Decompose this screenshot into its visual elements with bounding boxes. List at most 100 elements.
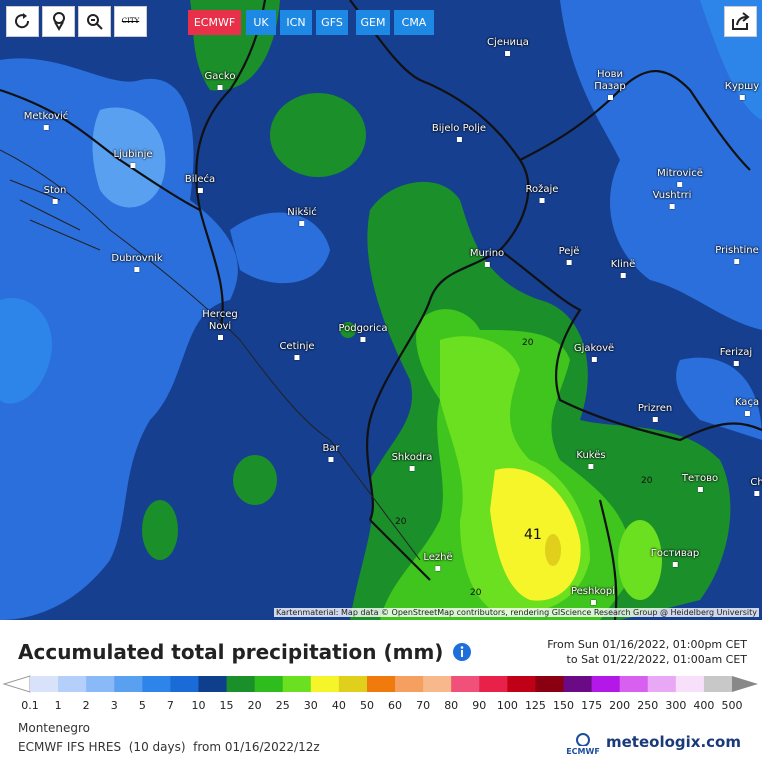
scale-label: 175	[581, 699, 603, 712]
scale-swatch	[170, 676, 199, 692]
scale-arrow-left	[2, 675, 31, 693]
scale-swatch	[226, 676, 256, 692]
city-button[interactable]: CITY	[114, 6, 147, 37]
scale-swatch	[310, 676, 340, 692]
scale-label: 150	[553, 699, 575, 712]
scale-label: 500	[721, 699, 743, 712]
city-label: Kaça	[735, 397, 759, 416]
city-label: Нови Пазар	[580, 69, 640, 100]
city-label: Ston	[44, 185, 67, 204]
ecmwf-text: ECMWF	[566, 747, 600, 756]
model-button[interactable]: ICN	[280, 10, 312, 35]
scale-label: 5	[138, 699, 146, 712]
city-label: Podgorica	[338, 323, 387, 342]
contour-label: 20	[522, 338, 534, 348]
city-label: Гостивар	[651, 548, 699, 567]
scale-label: 70	[416, 699, 431, 712]
city-label: Nikšić	[287, 207, 317, 226]
city-label: Bar	[322, 443, 339, 462]
city-label: Bileća	[185, 174, 215, 193]
scale-swatch	[395, 676, 424, 692]
time-range: From Sun 01/16/2022, 01:00pm CET to Sat 0…	[547, 637, 747, 667]
city-label: Prishtine	[715, 245, 758, 264]
contour-label: 20	[395, 517, 407, 527]
scale-swatch	[254, 676, 284, 692]
city-label: Gjakovë	[574, 343, 614, 362]
city-label: Ch	[750, 477, 762, 496]
city-label: Kukës	[576, 450, 605, 469]
scale-swatch	[142, 676, 171, 692]
scale-label: 1	[54, 699, 62, 712]
contour-label: 20	[641, 476, 653, 486]
from: From Sun 01/16/2022, 01:00pm CET	[547, 638, 747, 651]
city-label: Shkodra	[392, 452, 433, 471]
refresh-button[interactable]	[6, 6, 39, 37]
model-button[interactable]: UK	[246, 10, 276, 35]
city-label: Peshkopi	[571, 586, 615, 605]
scale-swatch	[619, 676, 649, 692]
info-icon[interactable]	[452, 642, 472, 662]
scale-label: 25	[275, 699, 290, 712]
model-button[interactable]: ECMWF	[188, 10, 241, 35]
scale-label: 3	[110, 699, 118, 712]
city-label: Lezhë	[423, 552, 452, 571]
city-label: Cetinje	[279, 341, 314, 360]
scale-label: 250	[637, 699, 659, 712]
scale-label: 60	[388, 699, 403, 712]
scale-swatch	[703, 676, 733, 692]
scale-swatch	[114, 676, 143, 692]
scale-label: 40	[331, 699, 346, 712]
scale-swatch	[30, 676, 59, 692]
model-run: ECMWF IFS HRES (10 days) from 01/16/2022…	[18, 740, 320, 754]
map[interactable]	[0, 0, 762, 620]
city-label: Herceg Novi	[190, 309, 250, 340]
scale-label: 2	[82, 699, 90, 712]
attribution: Kartenmaterial: Map data © OpenStreetMap…	[273, 608, 759, 617]
scale-label: 300	[665, 699, 687, 712]
scale-label: 125	[524, 699, 546, 712]
scale-swatch	[198, 676, 228, 692]
city-label: Ljubinje	[113, 149, 152, 168]
scale-label: 90	[472, 699, 487, 712]
scale-swatch	[423, 676, 452, 692]
city-label: Gacko	[205, 71, 236, 90]
city-label: Pejë	[559, 246, 580, 265]
model-button[interactable]: GEM	[356, 10, 390, 35]
location-button[interactable]	[42, 6, 75, 37]
city-label: Куршу	[725, 81, 759, 100]
scale-arrow-right	[732, 676, 758, 692]
scale-swatch	[479, 676, 508, 692]
max-label: 41	[524, 527, 542, 543]
scale-label: 100	[496, 699, 518, 712]
scale-swatch	[451, 676, 480, 692]
ecmwf-logo: ECMWF	[563, 731, 603, 756]
scale-label: 20	[247, 699, 262, 712]
scale-label: 30	[303, 699, 318, 712]
city-label: Metković	[24, 111, 68, 130]
scale-swatch	[647, 676, 677, 692]
scale-label: 10	[191, 699, 206, 712]
scale-label: 400	[693, 699, 715, 712]
model-button[interactable]: GFS	[316, 10, 348, 35]
scale-swatch	[58, 676, 87, 692]
city-label: Prizren	[638, 403, 672, 422]
contour-label: 20	[470, 588, 482, 598]
scale-swatch	[591, 676, 621, 692]
city-label: Dubrovnik	[111, 253, 162, 272]
to: to Sat 01/22/2022, 01:00am CET	[566, 653, 747, 666]
zoom-button[interactable]	[78, 6, 111, 37]
scale-label: 0.1	[21, 699, 39, 712]
city-label: Тетово	[682, 473, 718, 492]
brand: meteologix.com	[606, 733, 741, 751]
scale-label: 50	[359, 699, 374, 712]
title: Accumulated total precipitation (mm)	[18, 640, 444, 664]
city-label: Ferizaj	[720, 347, 752, 366]
city-label: Сјеница	[487, 37, 529, 56]
scale-swatch	[366, 676, 396, 692]
city-label: Mitrovicë	[657, 168, 703, 187]
share-button[interactable]	[724, 6, 757, 37]
model-button[interactable]: CMA	[394, 10, 434, 35]
scale-swatch	[86, 676, 115, 692]
scale-label: 7	[166, 699, 174, 712]
